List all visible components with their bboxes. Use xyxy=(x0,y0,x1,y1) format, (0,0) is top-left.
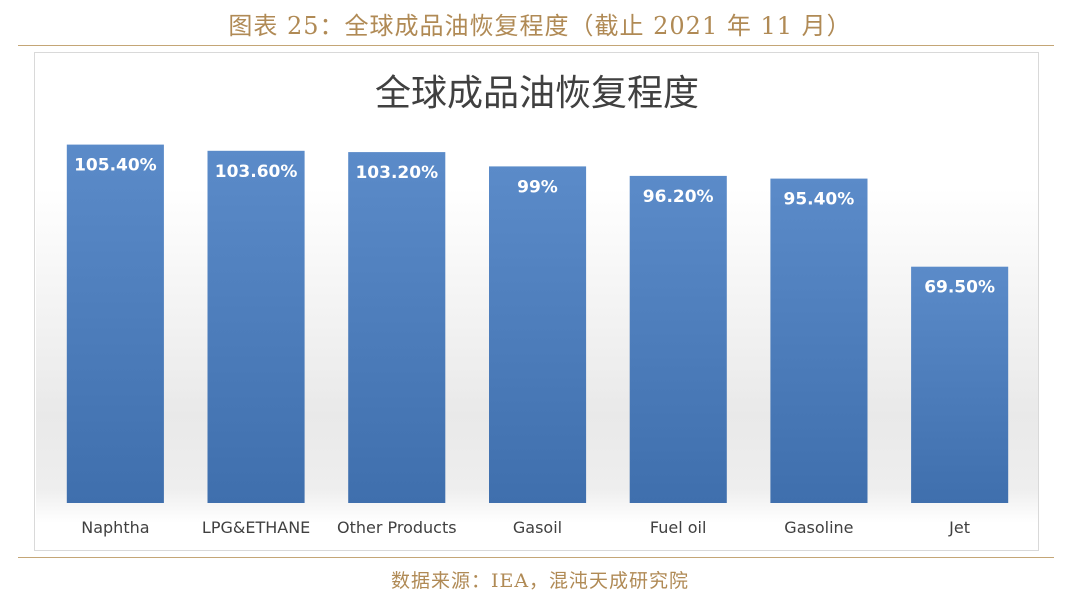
figure-caption: 图表 25：全球成品油恢复程度（截止 2021 年 11 月） xyxy=(228,12,852,40)
source-divider xyxy=(18,557,1054,558)
data-label: 95.40% xyxy=(783,190,854,210)
data-label: 69.50% xyxy=(924,278,995,298)
chart-title: 全球成品油恢复程度 xyxy=(375,73,699,114)
x-tick-label: Gasoline xyxy=(784,518,853,537)
bar-lpg-ethane xyxy=(207,150,305,504)
bar-gasoil xyxy=(489,166,587,503)
x-tick-label: Naphtha xyxy=(81,518,149,537)
x-tick-label: Jet xyxy=(948,518,970,537)
data-label: 103.20% xyxy=(355,163,438,183)
bars-layer: 105.40% Naphtha 103.60% LPG&ETHANE 103.20% Ot… xyxy=(66,144,1009,537)
chart-frame: 全球成品油恢复程度 105.40% Naphtha 103.60% LPG&ETHAN… xyxy=(34,52,1039,551)
x-tick-label: Other Products xyxy=(337,518,457,537)
data-label: 96.20% xyxy=(643,187,714,207)
data-label: 99% xyxy=(517,177,558,197)
bar-naphtha xyxy=(66,144,164,503)
source-note: 数据来源：IEA，混沌天成研究院 xyxy=(390,570,690,592)
bar-other-products xyxy=(348,152,446,503)
x-tick-label: LPG&ETHANE xyxy=(202,518,310,537)
caption-divider xyxy=(18,45,1054,46)
x-tick-label: Fuel oil xyxy=(650,518,707,537)
bar-jet xyxy=(911,266,1009,503)
bar-fuel-oil xyxy=(629,175,727,503)
bar-chart: 全球成品油恢复程度 105.40% Naphtha 103.60% LPG&ETHAN… xyxy=(36,73,1038,537)
x-tick-label: Gasoil xyxy=(513,518,562,537)
data-label: 105.40% xyxy=(74,156,157,176)
data-label: 103.60% xyxy=(215,162,298,182)
bar-gasoline xyxy=(770,178,868,503)
